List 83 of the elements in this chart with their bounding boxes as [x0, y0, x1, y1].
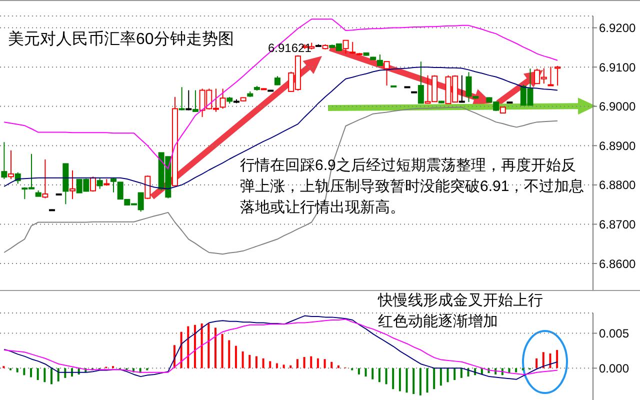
text: 快慢线形成金叉开始上行 [378, 291, 543, 310]
y-tick-label: 6.8700 [599, 217, 636, 232]
bar [372, 368, 374, 380]
bar [392, 368, 394, 390]
bar [330, 362, 333, 368]
annotation: 行情在回踩6.9之后经过短期震荡整理，再度开始反弹上涨，上轨压制导致暂时没能突破6.91，不过加息落地或让行情出现新高。 [240, 156, 586, 218]
bar [228, 340, 230, 368]
candlestick [458, 74, 465, 103]
bar [542, 352, 544, 368]
bar [433, 368, 436, 390]
bar [242, 351, 244, 368]
candlestick [42, 158, 48, 199]
candlestick [274, 76, 280, 86]
y-tick-label: 6.8600 [599, 256, 636, 271]
y-tick-label: 6.9200 [599, 21, 636, 36]
candlestick [220, 88, 226, 110]
text: 美元对人民币汇率60分钟走势图 [8, 30, 234, 50]
bar [460, 368, 462, 378]
candlestick [418, 61, 424, 104]
bar [412, 368, 415, 394]
bar [337, 365, 340, 368]
annotation: 红色动能逐渐增加 [378, 312, 498, 331]
bar [316, 358, 319, 368]
bar [536, 358, 538, 368]
bar [200, 323, 203, 368]
bar [248, 354, 251, 368]
bar [282, 364, 285, 368]
bar [378, 368, 380, 382]
bar [50, 368, 53, 384]
bar [16, 368, 18, 372]
bar [398, 368, 401, 392]
bar [276, 363, 278, 368]
bar [549, 354, 552, 368]
bar [406, 368, 408, 393]
bar [290, 365, 292, 368]
bar [385, 368, 388, 384]
y-tick-label: 6.8900 [599, 138, 636, 153]
candlestick [90, 176, 96, 192]
candlestick [192, 90, 198, 112]
bar [324, 359, 326, 368]
bar [262, 358, 264, 368]
bar [208, 323, 210, 368]
candlestick [1, 142, 8, 180]
candlestick [8, 150, 14, 180]
candlestick [70, 170, 76, 200]
candlestick [548, 66, 554, 86]
bar [180, 332, 182, 368]
bar [187, 326, 190, 368]
bar [221, 334, 224, 368]
bar [234, 346, 237, 368]
y-tick-label: 0.005 [599, 326, 630, 341]
candlestick [376, 54, 383, 66]
bar [364, 368, 367, 377]
candlestick [178, 86, 185, 111]
y-tick-label: 6.8800 [599, 178, 636, 192]
candlestick [384, 61, 390, 86]
bar [194, 324, 196, 368]
bar [515, 368, 518, 372]
bar [426, 368, 428, 393]
candlestick [96, 178, 103, 190]
bar [419, 368, 422, 396]
y-tick-label: 6.9100 [599, 60, 636, 74]
bar [36, 368, 39, 380]
candlestick [186, 90, 192, 111]
y-tick-label: 6.9000 [599, 100, 636, 114]
bar [44, 368, 46, 382]
bar [508, 368, 510, 374]
bar [310, 356, 312, 368]
candlestick [554, 65, 561, 86]
bar [269, 361, 272, 368]
bar [446, 368, 449, 382]
bar [64, 368, 66, 378]
bar [214, 328, 216, 368]
bar [296, 359, 298, 368]
bar [556, 350, 558, 368]
bar [23, 368, 26, 376]
bar [303, 357, 306, 368]
bar [440, 368, 442, 386]
bar [358, 368, 360, 374]
bar [454, 368, 456, 380]
bar [57, 368, 60, 382]
candlestick [342, 40, 349, 54]
y-tick-label: 0.000 [599, 361, 630, 376]
